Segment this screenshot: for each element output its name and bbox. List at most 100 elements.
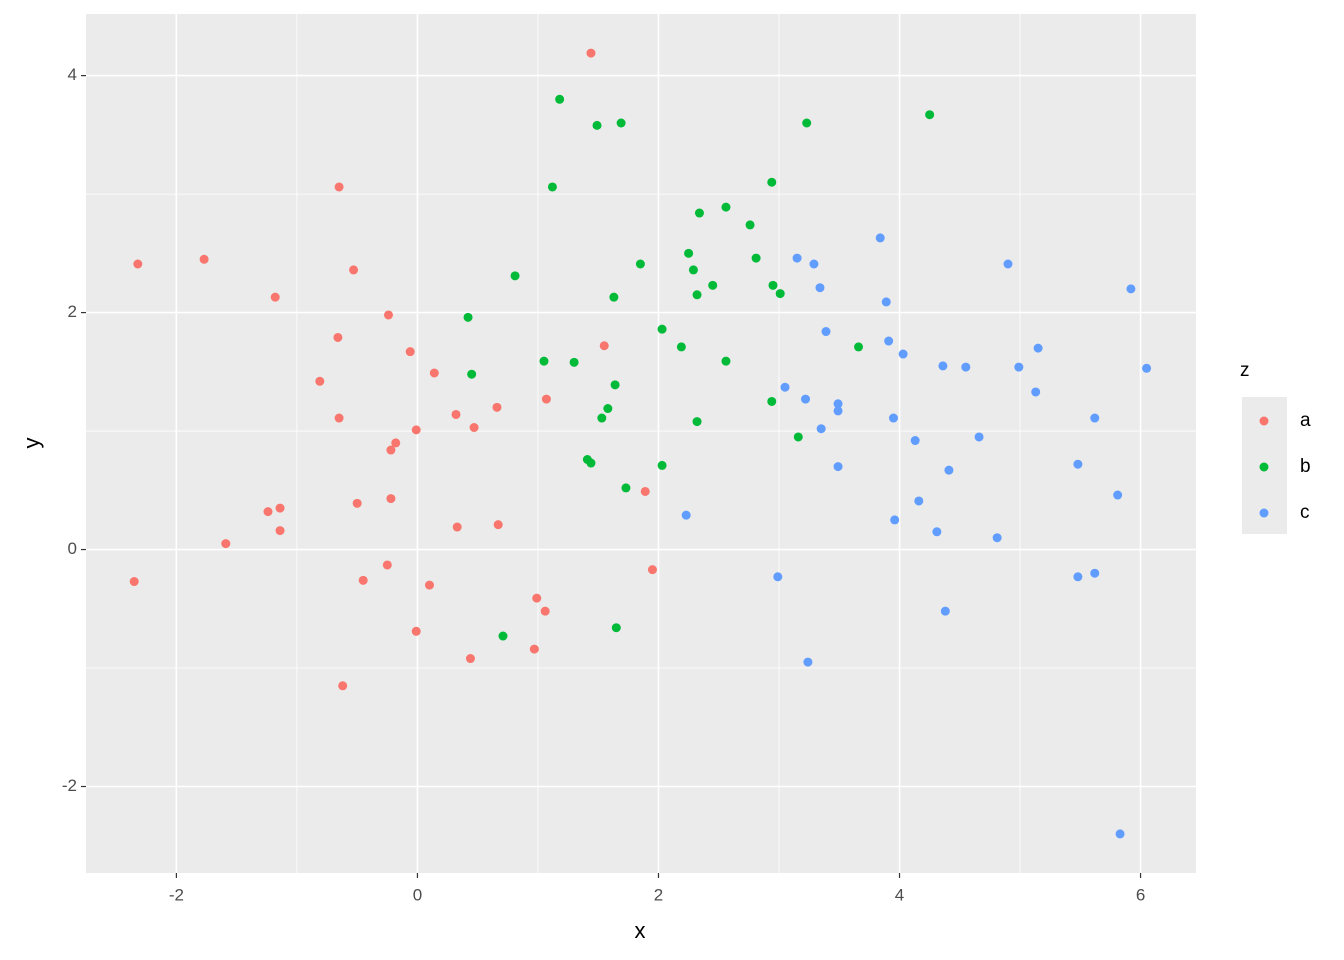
point — [1126, 284, 1136, 294]
y-tick-label: -2 — [62, 776, 77, 795]
point — [910, 436, 920, 446]
point — [1115, 829, 1125, 839]
y-axis-title: y — [19, 438, 44, 449]
point — [694, 208, 704, 218]
point — [452, 522, 462, 532]
point — [586, 48, 596, 58]
point — [429, 368, 439, 378]
point — [129, 577, 139, 587]
point — [569, 357, 579, 367]
point — [767, 396, 777, 406]
point — [775, 289, 785, 299]
point — [635, 259, 645, 269]
point — [881, 297, 891, 307]
point — [532, 593, 542, 603]
point — [386, 445, 396, 455]
point — [684, 248, 694, 258]
point — [803, 657, 813, 667]
point — [492, 402, 502, 412]
point — [898, 349, 908, 359]
point — [681, 510, 691, 520]
point — [773, 572, 783, 582]
point — [199, 254, 209, 264]
point — [334, 413, 344, 423]
point — [221, 539, 231, 549]
x-tick-label: 2 — [654, 885, 663, 904]
point — [1113, 490, 1123, 500]
point — [768, 280, 778, 290]
point — [498, 631, 508, 641]
point — [938, 361, 948, 371]
point — [657, 324, 667, 334]
point — [721, 356, 731, 366]
legend-key — [1259, 462, 1269, 472]
point — [424, 580, 434, 590]
point — [547, 182, 557, 192]
point — [875, 233, 885, 243]
point — [599, 341, 609, 351]
y-tick-label: 4 — [68, 65, 77, 84]
point — [780, 382, 790, 392]
point — [349, 265, 359, 275]
point — [992, 533, 1002, 543]
point — [382, 560, 392, 570]
point — [692, 417, 702, 427]
point — [1014, 362, 1024, 372]
point — [974, 432, 984, 442]
point — [338, 681, 348, 691]
point — [352, 498, 362, 508]
point — [833, 462, 843, 472]
point — [792, 253, 802, 263]
point — [621, 483, 631, 493]
point — [529, 644, 539, 654]
point — [451, 409, 461, 419]
point — [1033, 343, 1043, 353]
point — [745, 220, 755, 230]
panel — [86, 14, 1196, 873]
x-tick-label: 0 — [413, 885, 422, 904]
point — [467, 369, 477, 379]
point — [640, 486, 650, 496]
point — [405, 347, 415, 357]
point — [334, 182, 344, 192]
point — [914, 496, 924, 506]
point — [932, 527, 942, 537]
point — [541, 394, 551, 404]
point — [890, 515, 900, 525]
legend-title: z — [1240, 360, 1250, 381]
point — [809, 259, 819, 269]
x-tick-label: 4 — [895, 885, 904, 904]
x-axis-title: x — [635, 918, 646, 943]
point — [540, 606, 550, 616]
point — [657, 460, 667, 470]
point — [463, 312, 473, 322]
point — [1003, 259, 1013, 269]
point — [793, 432, 803, 442]
point — [647, 565, 657, 575]
point — [688, 265, 698, 275]
point — [940, 606, 950, 616]
point — [411, 626, 421, 636]
point — [1090, 413, 1100, 423]
point — [1073, 459, 1083, 469]
point — [821, 327, 831, 337]
point — [384, 310, 394, 320]
point — [676, 342, 686, 352]
point — [133, 259, 143, 269]
point — [708, 280, 718, 290]
point — [586, 458, 596, 468]
point — [539, 356, 549, 366]
point — [315, 376, 325, 386]
point — [493, 520, 503, 530]
point — [469, 423, 479, 433]
x-tick-label: 6 — [1136, 885, 1145, 904]
point — [616, 118, 626, 128]
point — [944, 465, 954, 475]
point — [611, 623, 621, 633]
point — [961, 362, 971, 372]
point — [854, 342, 864, 352]
point — [692, 290, 702, 300]
point — [263, 507, 273, 517]
